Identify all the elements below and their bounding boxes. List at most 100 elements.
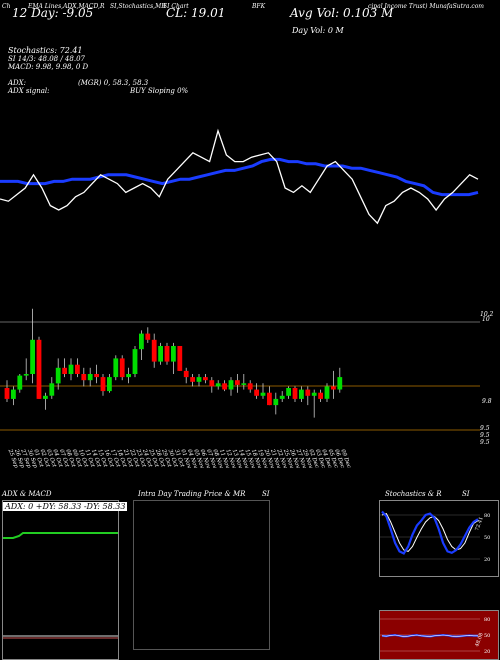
- intra-day-panel: [133, 500, 270, 650]
- candle-body: [11, 389, 16, 399]
- candle-body: [183, 370, 189, 378]
- stoch-tick-label: 50: [484, 535, 490, 541]
- candle-body: [267, 392, 272, 406]
- candle-body: [203, 377, 208, 381]
- candle-body: [273, 398, 279, 406]
- price-label-low-1: 9.5: [480, 425, 490, 432]
- adx-signal-label: ADX signal:: [8, 87, 50, 95]
- ticker-label: BFK: [252, 3, 266, 10]
- adx-chart: [3, 532, 118, 639]
- adx-panel-title: ADX & MACD: [2, 490, 52, 498]
- price-label-high: 10.2: [480, 311, 494, 318]
- header-indicators-label: EMA Lines,ADX,MACD,R: [28, 3, 105, 10]
- candle-body: [68, 364, 74, 374]
- stoch-d-line: [381, 510, 479, 555]
- candle-body: [23, 374, 29, 376]
- candle-body: [145, 333, 151, 340]
- candle-body: [331, 386, 336, 390]
- candle-body: [62, 367, 67, 374]
- adx-mgr-readout: (MGR) 0, 58.3, 58.3: [78, 79, 149, 87]
- candle-body: [126, 374, 131, 378]
- candle-body: [209, 380, 215, 387]
- candle-body: [177, 346, 183, 371]
- candle-body: [241, 383, 247, 385]
- candle-body: [43, 395, 48, 399]
- candle-body: [113, 358, 119, 378]
- price-label-low-3: 9.5: [480, 439, 490, 446]
- candle-body: [311, 392, 317, 396]
- adx-label: ADX:: [8, 79, 27, 87]
- candle-body: [305, 389, 311, 396]
- intra-panel-si: SI: [262, 490, 270, 498]
- candle-body: [55, 367, 61, 384]
- candle-body: [100, 377, 106, 392]
- candle-body: [279, 395, 285, 399]
- candle-body: [292, 388, 298, 399]
- header-si-label: SI,Stochastics,MR: [110, 3, 166, 10]
- si-readout: SI 14/3: 48.08 / 48.07: [8, 55, 85, 63]
- adx-line: [3, 532, 118, 539]
- stoch-value-label: 72.41: [474, 516, 485, 532]
- price-label-low-2: 9.5: [480, 432, 490, 439]
- price-label-mid: 9.8: [482, 398, 492, 405]
- candle-body: [94, 374, 99, 378]
- change-value: 12 Day: -9.05: [12, 6, 94, 20]
- stoch-tick-label: 80: [484, 513, 490, 519]
- candle-body: [171, 346, 176, 362]
- candle-body: [318, 392, 323, 399]
- candle-body: [222, 383, 227, 390]
- stochastics-readout: Stochastics: 72.41: [8, 46, 83, 55]
- ema-line: [0, 157, 479, 197]
- candle-body: [164, 346, 170, 362]
- adx-panel: ADX: 0 +DY: 58.33 -DY: 58.33: [2, 500, 128, 660]
- candle-body: [254, 389, 259, 396]
- candle-body: [260, 392, 266, 396]
- candle-body: [158, 346, 163, 362]
- candle-body: [190, 377, 195, 382]
- si-tick-label: 50: [484, 633, 490, 639]
- si-panel: 80 50 20 48.08: [379, 610, 499, 660]
- price-label-top: 10: [482, 316, 490, 323]
- stochastics-panel: 80 50 20 72.41: [379, 500, 499, 577]
- avg-vol-value: Avg Vol: 0.103 M: [290, 6, 394, 20]
- candle-body: [139, 333, 144, 350]
- si-value-label: 48.08: [474, 632, 485, 648]
- stoch-panel-title: Stochastics & R: [385, 490, 442, 498]
- candle-body: [119, 358, 125, 378]
- si-signal-line: [381, 634, 478, 637]
- candle-body: [151, 339, 157, 362]
- candle-body: [30, 339, 35, 374]
- candle-body: [235, 380, 240, 385]
- candle-body: [215, 383, 221, 387]
- candle-body: [17, 375, 23, 390]
- si-tick-label: 80: [484, 617, 490, 623]
- stoch-k-line: [381, 512, 479, 552]
- indicator-line: [0, 128, 479, 225]
- candle-body: [87, 374, 93, 381]
- close-value: CL: 19.01: [166, 6, 226, 20]
- candle-body: [49, 383, 55, 396]
- candle-body: [337, 377, 343, 390]
- day-vol-value: Day Vol: 0 M: [292, 26, 344, 35]
- candle-body: [75, 364, 80, 374]
- macd-readout: MACD: 9.98, 9.98, 0 D: [8, 63, 89, 71]
- candle-body: [196, 377, 202, 382]
- candle-body: [299, 389, 304, 399]
- candle-body: [324, 386, 330, 399]
- candle-body: [286, 388, 291, 396]
- si-tick-label: 20: [484, 649, 490, 655]
- stoch-tick-label: 20: [484, 557, 490, 563]
- candle-body: [36, 339, 42, 399]
- adx-values: ADX: 0 +DY: 58.33 -DY: 58.33: [3, 502, 128, 511]
- candle-body: [81, 374, 87, 381]
- stoch-panel-si: SI: [462, 490, 470, 498]
- header-si-chart-label: SI Chart: [163, 3, 189, 10]
- candle-body: [247, 383, 253, 390]
- candle-body: [132, 349, 138, 374]
- intra-panel-title: Intra Day Trading Price & MR: [138, 490, 246, 498]
- candle-body: [228, 380, 234, 390]
- candle-body: [4, 388, 10, 399]
- header-chart-label: Ch: [2, 3, 11, 10]
